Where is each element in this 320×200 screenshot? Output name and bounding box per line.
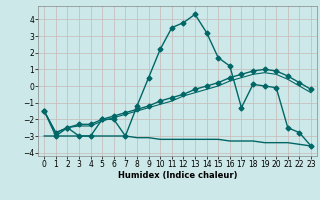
X-axis label: Humidex (Indice chaleur): Humidex (Indice chaleur) (118, 171, 237, 180)
